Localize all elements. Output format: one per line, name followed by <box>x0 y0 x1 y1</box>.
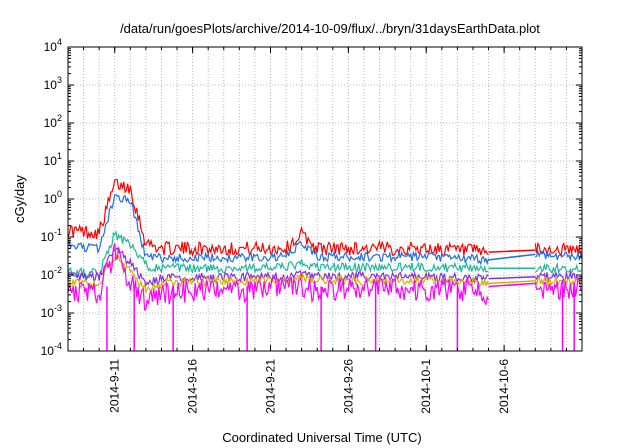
gap-connector <box>488 249 536 253</box>
series-segment <box>67 194 490 266</box>
data-series <box>67 178 583 351</box>
x-axis-ticks: 2014-9-11 2014-9-16 2014-9-21 2014-9-26 2014… <box>67 47 583 414</box>
y-tick-label: 10-3 <box>41 303 62 320</box>
x-tick-label: 2014-9-11 <box>108 359 122 413</box>
gap-connector <box>488 280 536 285</box>
series-line <box>67 178 583 259</box>
gap-connector <box>488 282 536 288</box>
series-line <box>67 229 583 278</box>
chart-title: /data/run/goesPlots/archive/2014-10-09/f… <box>120 21 540 36</box>
series-segment <box>68 252 490 293</box>
series-segment <box>534 270 583 284</box>
series-segment <box>534 275 583 301</box>
x-tick-label: 2014-10-1 <box>419 359 433 414</box>
y-tick-label: 101 <box>44 151 62 168</box>
series-line <box>67 243 583 311</box>
plot-frame <box>67 46 583 352</box>
x-axis-label: Coordinated Universal Time (UTC) <box>222 430 421 445</box>
grid <box>67 46 583 352</box>
x-tick-label: 2014-9-26 <box>341 359 355 414</box>
x-tick-label: 2014-10-6 <box>497 359 511 414</box>
y-tick-label: 104 <box>44 37 62 54</box>
y-tick-label: 10-4 <box>41 341 62 358</box>
series-segment <box>534 241 583 259</box>
gap-connector <box>488 275 536 280</box>
y-tick-label: 103 <box>44 75 62 92</box>
y-axis-ticks: 104 103 102 101 100 10-1 10-2 10-3 10-4 <box>41 37 582 358</box>
y-tick-label: 10-1 <box>41 227 62 244</box>
series-segment <box>535 261 583 276</box>
gap-connector <box>488 253 536 261</box>
y-tick-label: 102 <box>44 113 62 130</box>
series-line <box>67 194 583 266</box>
y-tick-label: 10-2 <box>41 265 62 282</box>
x-tick-label: 2014-9-21 <box>263 359 277 414</box>
series-segment <box>67 229 489 278</box>
series-segment <box>67 243 490 311</box>
series-segment <box>67 178 489 258</box>
y-axis-label: cGy/day <box>12 175 27 223</box>
y-tick-label: 100 <box>44 189 62 206</box>
series-segment <box>535 249 583 262</box>
x-tick-label: 2014-9-16 <box>186 359 200 414</box>
